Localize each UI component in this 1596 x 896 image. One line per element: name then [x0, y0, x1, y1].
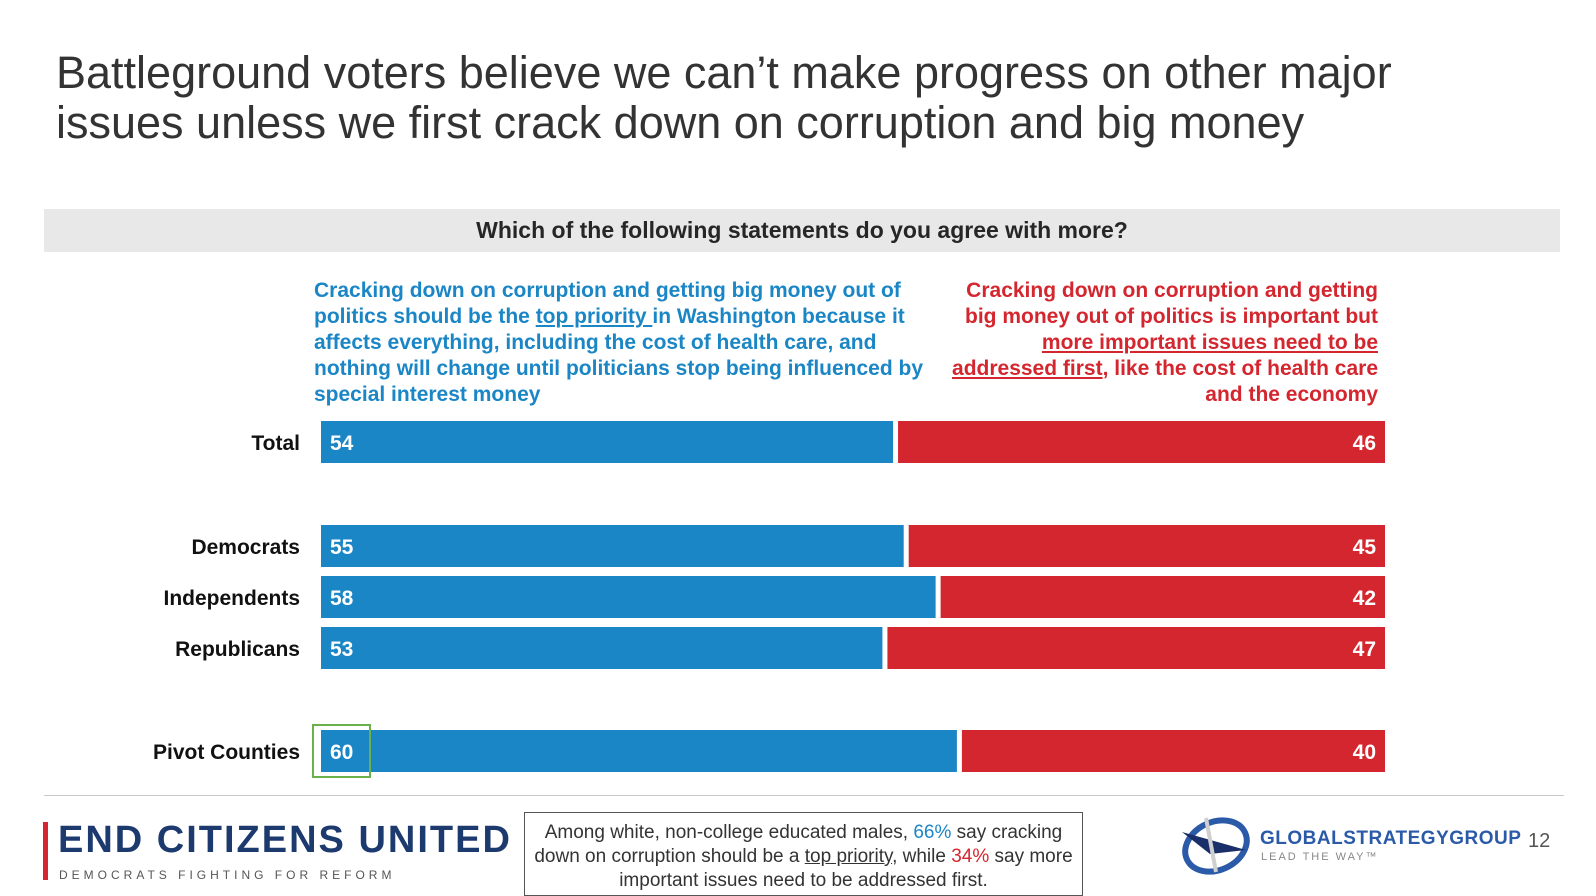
bar-red-democrats — [908, 525, 1385, 567]
callout-pct-red: 34% — [951, 846, 990, 867]
category-label-total: Total — [251, 432, 300, 455]
value-label-blue-independents: 58 — [330, 587, 354, 610]
value-label-red-democrats: 45 — [1353, 536, 1377, 559]
bar-blue-independents — [321, 576, 936, 618]
footer-divider — [44, 795, 1564, 796]
bar-blue-pivot-counties — [321, 730, 957, 772]
category-label-republicans: Republicans — [175, 638, 300, 661]
left-statement: Cracking down on corruption and getting … — [314, 278, 924, 408]
value-label-red-republicans: 47 — [1353, 638, 1376, 661]
right-statement-part1: Cracking down on corruption and getting … — [965, 279, 1378, 328]
callout-text-3: , while — [892, 846, 952, 867]
callout-underline: top priority — [804, 846, 893, 867]
bar-red-independents — [940, 576, 1385, 618]
value-label-red-independents: 42 — [1353, 587, 1376, 610]
category-label-democrats: Democrats — [191, 536, 300, 559]
bar-blue-total — [321, 421, 894, 463]
question-banner: Which of the following statements do you… — [44, 209, 1560, 252]
gsg-logo-icon — [1182, 817, 1250, 875]
page-number: 12 — [1528, 830, 1551, 852]
value-label-blue-total: 54 — [330, 432, 354, 455]
highlight-box-pivot-counties — [312, 724, 371, 778]
right-statement: Cracking down on corruption and getting … — [950, 278, 1378, 408]
bar-red-republicans — [887, 627, 1385, 669]
callout-text-4: say more important issues need to be add… — [619, 846, 1073, 891]
right-statement-part2: , like the cost of health care and the e… — [1102, 357, 1378, 406]
stacked-bar-chart: Total 54 46 Democrats 55 45 Independents 58 42 Re… — [153, 421, 1385, 778]
slide-title-line2: issues unless we first crack down on cor… — [56, 97, 1305, 148]
value-label-red-total: 46 — [1353, 432, 1376, 455]
callout-text-2: say cracking down on corruption should b… — [534, 822, 1063, 867]
category-label-independents: Independents — [163, 587, 300, 610]
right-statement-underline: more important issues need to be address… — [952, 331, 1378, 380]
left-statement-underline: top priority — [535, 305, 653, 328]
bar-red-total — [898, 421, 1385, 463]
left-statement-part1: Cracking down on corruption and getting … — [314, 279, 901, 328]
bar-blue-republicans — [321, 627, 883, 669]
bar-red-pivot-counties — [961, 730, 1385, 772]
slide-title: Battleground voters believe we can’t mak… — [56, 48, 1536, 148]
value-label-blue-democrats: 55 — [330, 536, 354, 559]
gsg-logo-name: GLOBALSTRATEGYGROUP — [1260, 828, 1522, 849]
question-text: Which of the following statements do you… — [476, 217, 1128, 243]
slide-title-line1: Battleground voters believe we can’t mak… — [56, 47, 1392, 98]
value-label-blue-republicans: 53 — [330, 638, 353, 661]
category-label-pivot-counties: Pivot Counties — [153, 741, 300, 764]
value-label-blue-pivot-counties: 60 — [330, 741, 353, 764]
left-statement-part2: in Washington because it affects everyth… — [314, 305, 924, 406]
gsg-logo-tagline: LEAD THE WAY™ — [1261, 851, 1379, 863]
ecu-logo-tagline: DEMOCRATS FIGHTING FOR REFORM — [59, 868, 396, 882]
callout-box: Among white, non-college educated males,… — [524, 812, 1083, 896]
ecu-logo-bar — [43, 822, 48, 880]
value-label-red-pivot-counties: 40 — [1353, 741, 1376, 764]
callout-pct-blue: 66% — [913, 822, 952, 843]
ecu-logo-name: END CITIZENS UNITED — [58, 819, 512, 861]
callout-text-1: Among white, non-college educated males, — [544, 822, 914, 843]
bar-blue-democrats — [321, 525, 904, 567]
